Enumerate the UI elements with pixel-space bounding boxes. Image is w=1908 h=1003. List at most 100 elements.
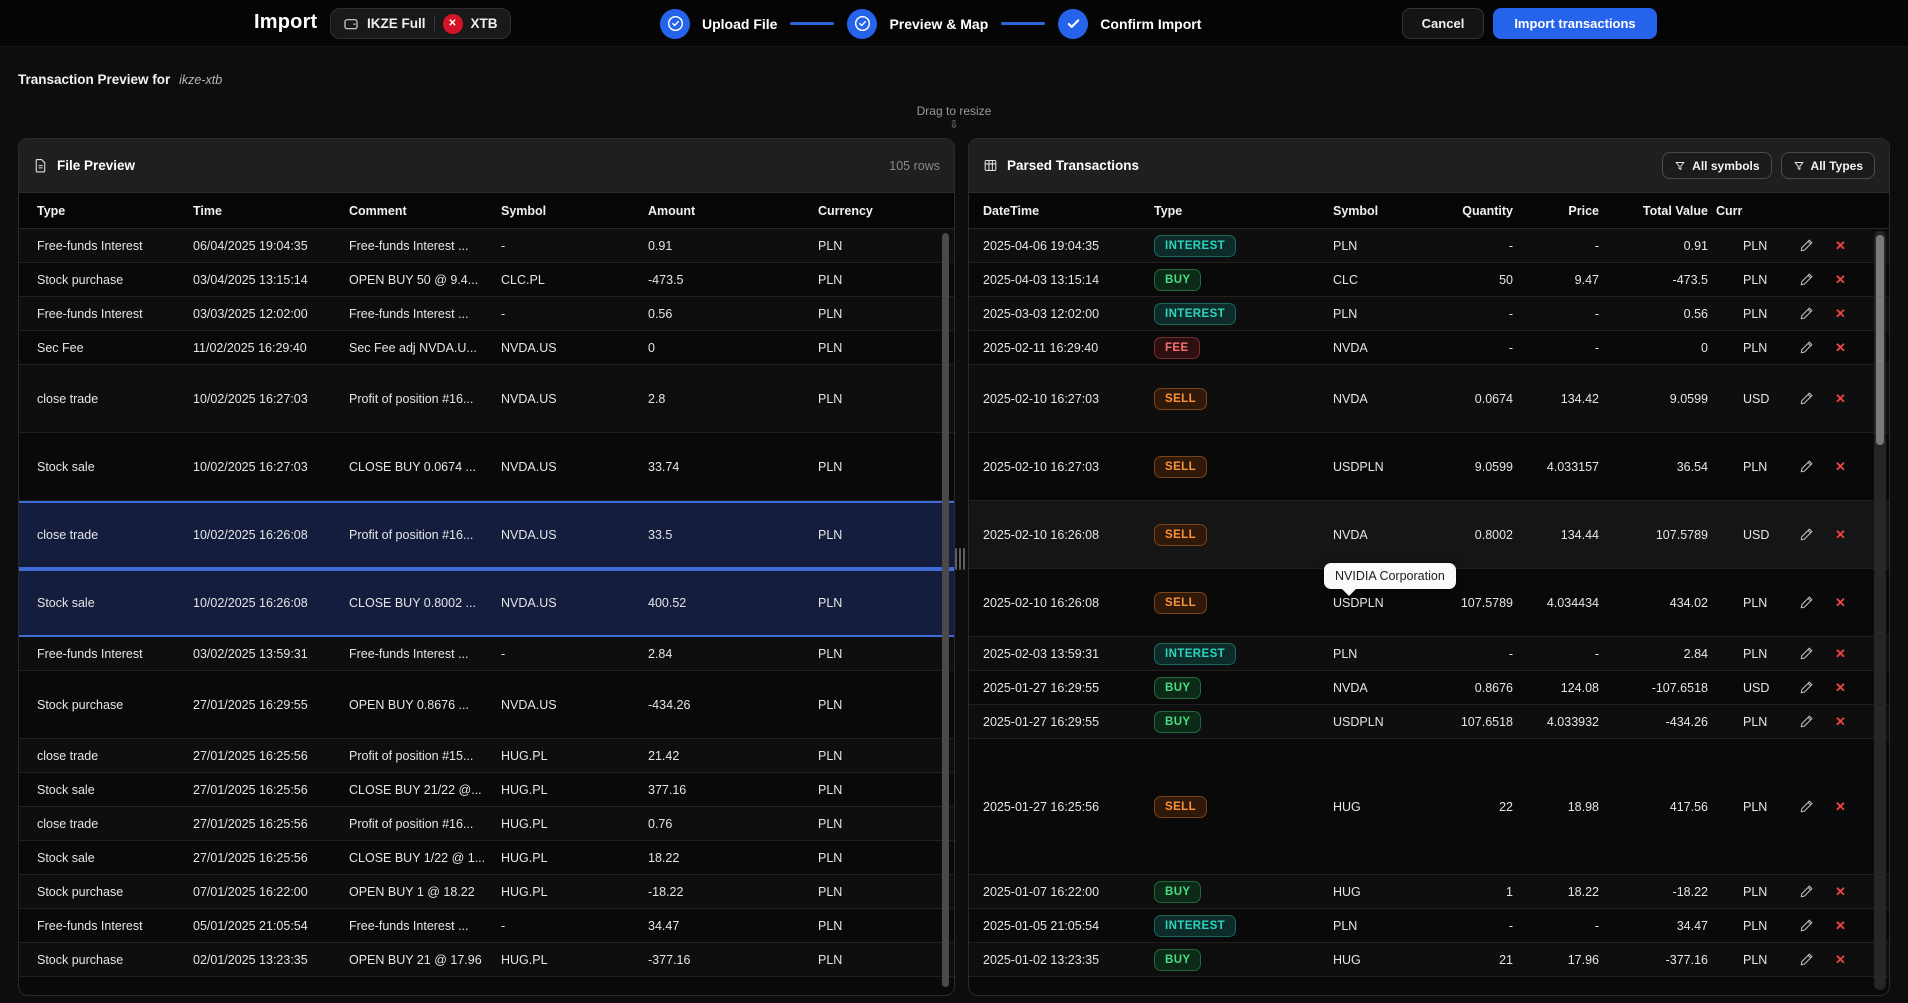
table-row[interactable]: close trade 27/01/2025 16:25:56 Profit of … (19, 807, 954, 841)
edit-pencil-icon[interactable] (1799, 799, 1814, 814)
table-row[interactable]: 2025-02-11 16:29:40 FEE NVDA - - 0 PLN ✕ (969, 331, 1889, 365)
delete-x-icon[interactable]: ✕ (1835, 645, 1846, 661)
table-row[interactable]: 2025-01-27 16:25:56 SELL HUG 22 18.98 417.56 P… (969, 739, 1889, 875)
table-row[interactable]: 2025-04-03 13:15:14 BUY CLC 50 9.47 -473.5 PLN… (969, 263, 1889, 297)
cell-price: 134.42 (1560, 391, 1599, 406)
table-row[interactable]: close trade 10/02/2025 16:26:08 Profit of … (19, 501, 954, 569)
delete-x-icon[interactable]: ✕ (1835, 390, 1846, 406)
edit-pencil-icon[interactable] (1799, 306, 1814, 321)
cell-datetime: 2025-02-11 16:29:40 (983, 340, 1099, 355)
table-row[interactable]: 2025-01-27 16:29:55 BUY NVDA 0.8676 124.08 -1… (969, 671, 1889, 705)
edit-pencil-icon[interactable] (1799, 527, 1814, 542)
delete-x-icon[interactable]: ✕ (1835, 883, 1846, 899)
cell-comment: Free-funds Interest ... (349, 646, 469, 661)
all-types-filter-button[interactable]: All Types (1780, 152, 1875, 179)
edit-pencil-icon[interactable] (1799, 340, 1814, 355)
edit-pencil-icon[interactable] (1799, 595, 1814, 610)
table-row[interactable]: 2025-01-05 21:05:54 INTEREST PLN - - 34.47 PLN… (969, 909, 1889, 943)
table-row[interactable]: Stock purchase 03/04/2025 13:15:14 OPEN BU… (19, 263, 954, 297)
edit-pencil-icon[interactable] (1799, 952, 1814, 967)
delete-x-icon[interactable]: ✕ (1835, 679, 1846, 695)
cell-comment: Free-funds Interest ... (349, 306, 469, 321)
table-row[interactable]: Stock sale 10/02/2025 16:27:03 CLOSE BUY 0… (19, 433, 954, 501)
table-row[interactable]: 2025-04-06 19:04:35 INTEREST PLN - - 0.91 PLN ✕ (969, 229, 1889, 263)
panel-resize-handle[interactable] (952, 548, 968, 570)
file-icon (33, 158, 48, 173)
parsed-scrollbar-thumb[interactable] (1876, 235, 1884, 445)
delete-x-icon[interactable]: ✕ (1835, 526, 1846, 542)
cell-type: Sec Fee (37, 340, 84, 355)
delete-x-icon[interactable]: ✕ (1835, 271, 1846, 287)
cell-type: BUY (1154, 880, 1333, 903)
cell-amount: 400.52 (648, 596, 687, 610)
row-actions: ✕ (1789, 646, 1887, 662)
delete-x-icon[interactable]: ✕ (1835, 594, 1846, 610)
edit-pencil-icon[interactable] (1799, 680, 1814, 695)
cell-time: 27/01/2025 16:25:56 (193, 748, 308, 763)
table-row[interactable]: Free-funds Interest 03/03/2025 12:02:00 Fr… (19, 297, 954, 331)
step-upload-file[interactable]: Upload File (660, 8, 777, 39)
table-row[interactable]: Sec Fee 11/02/2025 16:29:40 Sec Fee adj NV… (19, 331, 954, 365)
import-stepper: Upload File Preview & Map Confirm Im (660, 0, 1201, 47)
edit-pencil-icon[interactable] (1799, 238, 1814, 253)
delete-x-icon[interactable]: ✕ (1835, 339, 1846, 355)
cell-amount: 0.76 (648, 816, 673, 831)
edit-pencil-icon[interactable] (1799, 714, 1814, 729)
step-label: Preview & Map (889, 15, 989, 32)
edit-pencil-icon[interactable] (1799, 918, 1814, 933)
table-row[interactable]: Stock sale 27/01/2025 16:25:56 CLOSE BUY 1… (19, 841, 954, 875)
cell-time: 27/01/2025 16:25:56 (193, 850, 308, 865)
table-row[interactable]: 2025-02-10 16:27:03 SELL USDPLN 9.0599 4.033… (969, 433, 1889, 501)
delete-x-icon[interactable]: ✕ (1835, 237, 1846, 253)
table-row[interactable]: 2025-02-10 16:26:08 SELL NVDA 0.8002 134.44 1… (969, 501, 1889, 569)
cell-currency: PLN (1743, 238, 1768, 253)
cell-total-value: 34.47 (1676, 918, 1708, 933)
edit-pencil-icon[interactable] (1799, 459, 1814, 474)
table-row[interactable]: Free-funds Interest 03/02/2025 13:59:31 Fr… (19, 637, 954, 671)
cell-symbol: - (501, 306, 506, 321)
table-row[interactable]: Stock purchase 07/01/2025 16:22:00 OPEN BU… (19, 875, 954, 909)
delete-x-icon[interactable]: ✕ (1835, 458, 1846, 474)
table-row[interactable]: Stock sale 10/02/2025 16:26:08 CLOSE BUY 0… (19, 569, 954, 637)
delete-x-icon[interactable]: ✕ (1835, 798, 1846, 814)
edit-pencil-icon[interactable] (1799, 884, 1814, 899)
delete-x-icon[interactable]: ✕ (1835, 713, 1846, 729)
table-row[interactable]: 2025-01-27 16:29:55 BUY USDPLN 107.6518 4.03… (969, 705, 1889, 739)
step-confirm-import[interactable]: Confirm Import (1058, 8, 1201, 39)
table-row[interactable]: 2025-01-02 13:23:35 BUY HUG 21 17.96 -377.16 P… (969, 943, 1889, 977)
edit-pencil-icon[interactable] (1799, 391, 1814, 406)
type-badge-sell: SELL (1154, 795, 1207, 818)
table-row[interactable]: 2025-02-03 13:59:31 INTEREST PLN - - 2.84 PLN ✕ (969, 637, 1889, 671)
table-row[interactable]: Free-funds Interest 05/01/2025 21:05:54 Fr… (19, 909, 954, 943)
all-symbols-filter-button[interactable]: All symbols (1662, 152, 1772, 179)
edit-pencil-icon[interactable] (1799, 272, 1814, 287)
cancel-button[interactable]: Cancel (1402, 8, 1484, 39)
row-actions: ✕ (1789, 527, 1887, 543)
import-transactions-button[interactable]: Import transactions (1493, 8, 1657, 39)
table-row[interactable]: 2025-01-07 16:22:00 BUY HUG 1 18.22 -18.22 PLN… (969, 875, 1889, 909)
cell-type: close trade (37, 748, 99, 763)
delete-x-icon[interactable]: ✕ (1835, 951, 1846, 967)
table-row[interactable]: Stock sale 27/01/2025 16:25:56 CLOSE BUY 2… (19, 773, 954, 807)
cell-total-value: 9.0599 (1669, 391, 1708, 406)
table-row[interactable]: 2025-02-10 16:27:03 SELL NVDA 0.0674 134.42 9… (969, 365, 1889, 433)
cell-type: Free-funds Interest (37, 646, 143, 661)
account-badge[interactable]: IKZE Full ✕ XTB (330, 8, 511, 39)
file-preview-scrollbar[interactable] (942, 233, 949, 987)
delete-x-icon[interactable]: ✕ (1835, 305, 1846, 321)
parsed-column-header: DateTime Type Symbol Quantity Price Total Val… (969, 193, 1889, 229)
table-row[interactable]: Stock purchase 27/01/2025 16:29:55 OPEN BU… (19, 671, 954, 739)
row-actions: ✕ (1789, 306, 1887, 322)
table-row[interactable]: Free-funds Interest 06/04/2025 19:04:35 Fr… (19, 229, 954, 263)
delete-x-icon[interactable]: ✕ (1835, 917, 1846, 933)
cell-price: 134.44 (1560, 527, 1599, 542)
edit-pencil-icon[interactable] (1799, 646, 1814, 661)
parsed-scrollbar-track[interactable] (1874, 231, 1886, 990)
cell-comment: Free-funds Interest ... (349, 238, 469, 253)
step-preview-map[interactable]: Preview & Map (847, 8, 989, 39)
cell-type: SELL (1154, 523, 1333, 546)
table-row[interactable]: close trade 27/01/2025 16:25:56 Profit of … (19, 739, 954, 773)
table-row[interactable]: Stock purchase 02/01/2025 13:23:35 OPEN BU… (19, 943, 954, 977)
table-row[interactable]: 2025-03-03 12:02:00 INTEREST PLN - - 0.56 PLN ✕ (969, 297, 1889, 331)
table-row[interactable]: close trade 10/02/2025 16:27:03 Profit of … (19, 365, 954, 433)
